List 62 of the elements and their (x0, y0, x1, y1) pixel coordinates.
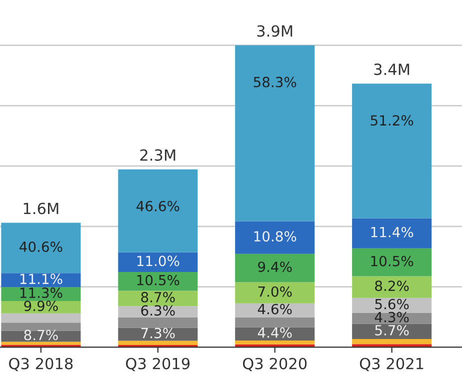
bar (352, 338, 432, 344)
bar (118, 272, 198, 291)
annotation: 1.6M (24, 202, 58, 214)
annotation: 9.4% (258, 262, 292, 272)
bar (1, 300, 81, 314)
bar (352, 312, 432, 324)
annotation: 10.8% (254, 231, 296, 242)
bar (352, 218, 432, 248)
bar (118, 340, 198, 346)
x-tick-label: Q3 2021 (360, 358, 424, 372)
annotation: 51.2% (370, 115, 414, 126)
bar (1, 342, 81, 345)
bar (235, 327, 315, 340)
annotation: 5.6% (375, 298, 409, 310)
bar (235, 340, 315, 344)
bar (235, 303, 315, 318)
bar (1, 313, 81, 323)
annotation: 9.9% (24, 300, 58, 312)
annotation: 8.7% (24, 330, 58, 340)
bar (235, 282, 315, 304)
bar (118, 169, 198, 252)
bar (235, 254, 315, 282)
bar (118, 328, 198, 341)
annotation: 8.7% (141, 292, 175, 302)
annotation: 8.2% (375, 280, 409, 292)
annotation: 6.3% (141, 305, 175, 316)
bar (1, 287, 81, 301)
annotation: 3.4M (374, 64, 410, 76)
annotation: 11.0% (137, 256, 180, 266)
bar (1, 222, 81, 274)
annotation: 46.6% (136, 200, 180, 212)
bar (235, 221, 315, 254)
annotation: 11.4% (371, 226, 414, 238)
x-tick-label: Q3 2019 (126, 358, 190, 372)
bar (235, 45, 315, 222)
annotation: 4.4% (258, 327, 292, 338)
annotation: 5.7% (375, 324, 409, 336)
bar (1, 273, 81, 288)
annotation: 2.3M (140, 149, 176, 161)
bar (352, 324, 432, 339)
bar (352, 84, 432, 218)
annotation: 7.3% (141, 328, 175, 338)
x-tick-label: Q3 2020 (242, 358, 307, 372)
bar (1, 322, 81, 331)
bar (352, 276, 432, 298)
bar (118, 317, 198, 328)
bar (352, 248, 432, 276)
annotation: 10.5% (137, 274, 180, 286)
bar (118, 306, 198, 318)
bar (118, 290, 198, 306)
x-tick-label: Q3 2018 (9, 358, 73, 372)
annotation: 58.3% (254, 76, 296, 88)
annotation: 7.0% (258, 286, 292, 297)
annotation: 11.3% (20, 288, 62, 298)
annotation: 11.1% (20, 274, 62, 284)
annotation: 10.5% (371, 256, 414, 266)
annotation: 4.3% (374, 312, 409, 322)
annotation: 4.6% (258, 304, 292, 314)
annotation: 3.9M (257, 25, 292, 37)
bar (118, 252, 198, 272)
annotation: 40.6% (20, 242, 62, 252)
bar (235, 317, 315, 328)
